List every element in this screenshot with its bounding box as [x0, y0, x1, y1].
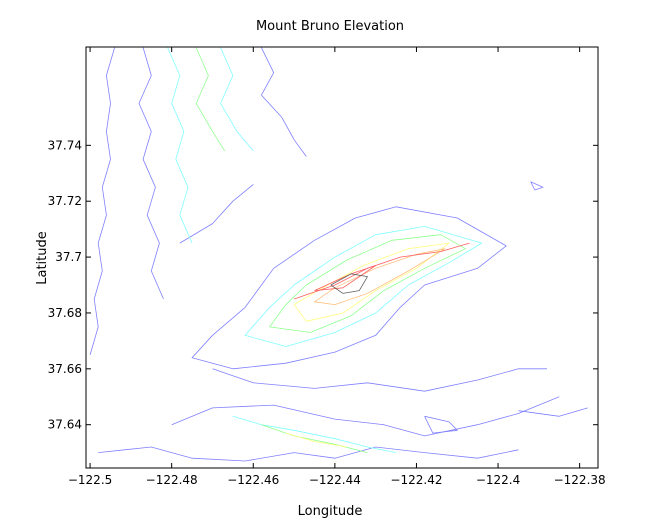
contour-line-level-2-3 — [220, 47, 254, 152]
plot-frame — [85, 46, 599, 469]
x-tick-label: −122.5 — [68, 473, 112, 487]
contour-line-level-1-5 — [212, 368, 547, 392]
contour-line-level-3-1 — [269, 234, 466, 333]
contour-line-level-1-9 — [530, 181, 544, 191]
contour-line-level-2-2 — [232, 415, 397, 453]
x-tick-label: −122.4 — [476, 473, 520, 487]
contour-line-level-7-0 — [330, 273, 368, 294]
y-tick-label: 37.74 — [48, 138, 82, 152]
contour-line-level-1-2 — [261, 47, 307, 157]
contour-line-level-2-1 — [244, 226, 483, 347]
x-tick-label: −122.42 — [390, 473, 442, 487]
chart-title: Mount Bruno Elevation — [255, 19, 405, 34]
y-axis-label: Latitude — [35, 231, 50, 285]
contour-line-level-2-0 — [167, 47, 193, 244]
x-tick-label: −122.48 — [146, 473, 198, 487]
contour-line-level-4-1 — [285, 432, 348, 448]
y-tick-label: 37.66 — [48, 362, 82, 376]
x-tick-label: −122.44 — [309, 473, 361, 487]
contour-line-level-1-0 — [89, 47, 115, 356]
contour-line-level-1-4 — [191, 206, 507, 370]
contour-layer — [89, 47, 588, 462]
y-tick-label: 37.64 — [48, 418, 82, 432]
contour-line-level-3-0 — [195, 47, 226, 152]
x-tick-label: −122.46 — [227, 473, 279, 487]
y-tick-label: 37.68 — [48, 306, 82, 320]
x-tick-label: −122.38 — [554, 473, 606, 487]
contour-line-level-1-3 — [179, 184, 254, 244]
contour-line-level-1-7 — [98, 446, 519, 462]
contour-line-level-1-6 — [171, 396, 560, 437]
y-tick-label: 37.72 — [48, 194, 82, 208]
contour-line-level-4-0 — [293, 242, 450, 322]
contour-line-level-1-8 — [518, 407, 588, 417]
contour-line-level-1-1 — [138, 47, 164, 300]
x-axis-label: Longitude — [297, 504, 363, 519]
contour-line-level-6-1 — [314, 265, 377, 291]
contour-line-level-3-2 — [261, 424, 368, 453]
contour-line-level-5-0 — [314, 248, 446, 305]
y-axis: 37.64 37.66 37.68 37.7 37.72 37.74 — [48, 138, 598, 432]
contour-line-level-6-0 — [293, 242, 470, 300]
contour-line-level-1-10 — [424, 415, 458, 434]
y-tick-label: 37.7 — [55, 250, 82, 264]
x-axis: −122.5 −122.48 −122.46 −122.44 −122.42 −122.4… — [68, 47, 606, 487]
